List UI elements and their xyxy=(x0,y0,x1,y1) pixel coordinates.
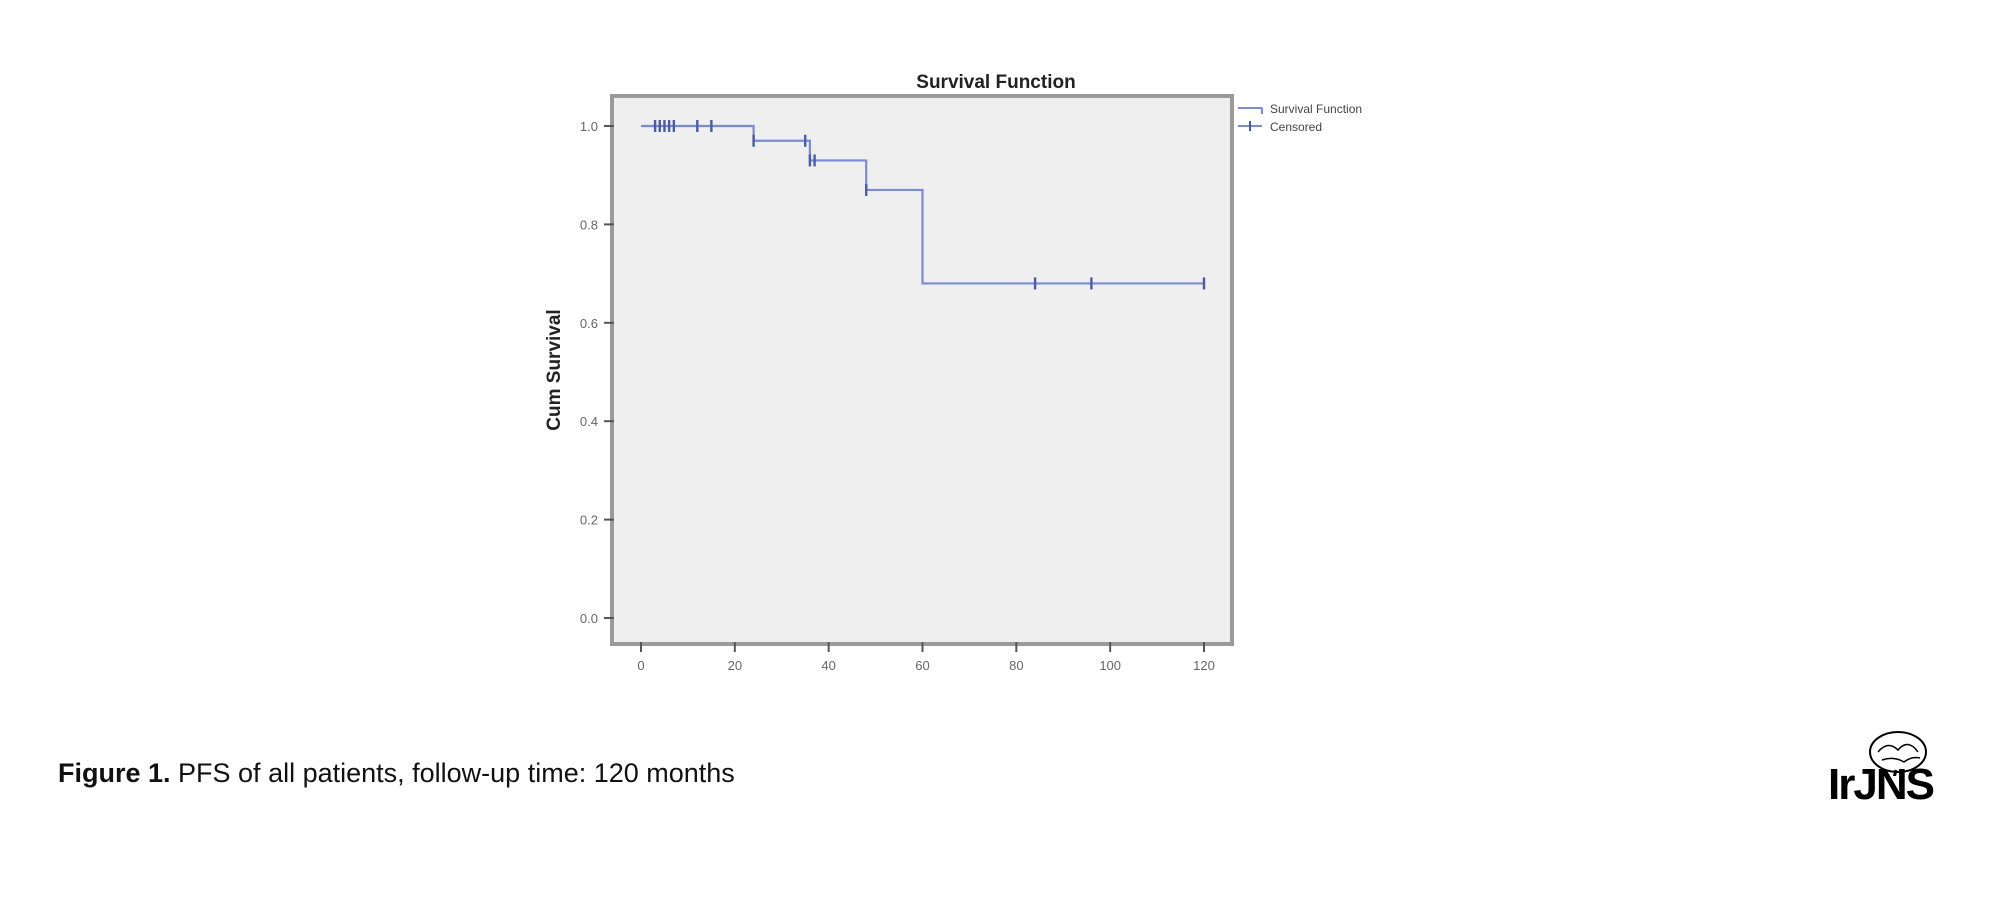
censored-markers xyxy=(653,120,1206,290)
x-tick-label: 60 xyxy=(915,658,929,673)
y-tick-label: 0.8 xyxy=(580,217,598,232)
survival-step-path xyxy=(641,124,1204,285)
figure-caption: Figure 1. PFS of all patients, follow-up… xyxy=(58,758,735,789)
y-tick-label: 0.2 xyxy=(580,513,598,528)
legend: Survival Function Censored xyxy=(1238,102,1362,134)
figure-caption-label: Figure 1. xyxy=(58,758,171,788)
x-axis: 0 20 40 60 80 100 120 xyxy=(637,642,1215,673)
x-tick-label: 40 xyxy=(821,658,835,673)
legend-label-censored: Censored xyxy=(1270,120,1322,134)
legend-label-survival: Survival Function xyxy=(1270,102,1362,116)
journal-logo: IrJNS xyxy=(1828,726,1938,810)
y-tick-label: 1.0 xyxy=(580,119,598,134)
x-tick-label: 80 xyxy=(1009,658,1023,673)
y-axis: 0.0 0.2 0.4 0.6 0.8 1.0 xyxy=(580,119,614,626)
x-tick-label: 100 xyxy=(1099,658,1121,673)
chart-title: Survival Function xyxy=(916,72,1075,93)
plot-area xyxy=(610,94,1234,646)
y-tick-label: 0.4 xyxy=(580,414,598,429)
y-axis-label: Cum Survival xyxy=(544,309,565,430)
x-tick-label: 20 xyxy=(728,658,742,673)
logo-text: IrJNS xyxy=(1828,760,1935,809)
survival-function-line xyxy=(641,124,1204,285)
y-tick-label: 0.0 xyxy=(580,611,598,626)
brain-icon xyxy=(1869,731,1927,776)
y-tick-label: 0.6 xyxy=(580,316,598,331)
x-tick-label: 0 xyxy=(637,658,644,673)
figure-caption-text: PFS of all patients, follow-up time: 120… xyxy=(170,758,735,788)
x-tick-label: 120 xyxy=(1193,658,1215,673)
